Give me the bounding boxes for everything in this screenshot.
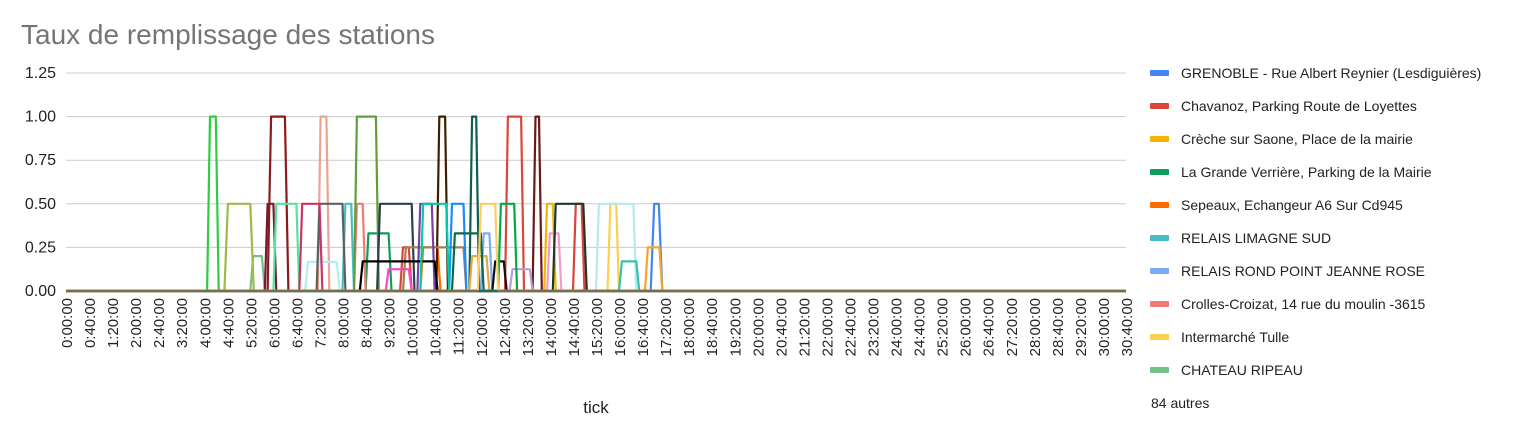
x-tick-label: 5:20:00 [243, 298, 260, 348]
x-tick-label: 0:40:00 [82, 298, 99, 348]
x-tick-label: 28:40:00 [1050, 298, 1067, 356]
legend-swatch [1150, 268, 1169, 274]
legend-label[interactable]: RELAIS LIMAGNE SUD [1181, 230, 1331, 246]
legend-more-label[interactable]: 84 autres [1151, 395, 1209, 411]
x-tick-label: 22:00:00 [819, 298, 836, 356]
legend-swatch [1150, 334, 1169, 340]
grid [66, 72, 1126, 248]
y-tick-label: 1.00 [25, 109, 56, 126]
x-tick-label: 11:20:00 [451, 298, 468, 355]
x-tick-label: 17:20:00 [658, 298, 675, 356]
legend[interactable]: GRENOBLE - Rue Albert Reynier (Lesdiguiè… [1150, 65, 1481, 411]
x-tick-label: 4:00:00 [197, 298, 214, 348]
legend-label[interactable]: Crolles-Croizat, 14 rue du moulin -3615 [1181, 296, 1426, 312]
x-tick-label: 8:00:00 [336, 298, 353, 348]
x-tick-label: 27:20:00 [1004, 298, 1021, 356]
chart-title: Taux de remplissage des stations [21, 19, 435, 50]
legend-label[interactable]: La Grande Verrière, Parking de la Mairie [1181, 164, 1432, 180]
x-tick-label: 26:00:00 [958, 298, 975, 356]
y-axis-ticks: 0.00 0.25 0.50 0.75 1.00 1.25 [25, 65, 56, 300]
x-tick-label: 24:40:00 [912, 298, 929, 356]
x-tick-label: 29:20:00 [1073, 298, 1090, 356]
x-tick-label: 20:00:00 [750, 298, 767, 356]
x-tick-label: 10:40:00 [428, 298, 445, 356]
x-tick-label: 4:40:00 [220, 298, 237, 348]
x-tick-label: 1:20:00 [105, 298, 122, 348]
y-tick-label: 0.25 [25, 239, 56, 256]
x-axis-ticks: 0:00:00 0:40:00 1:20:00 2:00:00 2:40:00 3:20:… [59, 298, 1136, 356]
y-tick-label: 0.50 [25, 196, 56, 213]
x-tick-label: 16:00:00 [612, 298, 629, 356]
legend-swatch [1150, 367, 1169, 373]
x-tick-label: 23:20:00 [866, 298, 883, 356]
x-tick-label: 18:40:00 [704, 298, 721, 356]
x-tick-label: 9:20:00 [382, 298, 399, 348]
x-tick-label: 14:00:00 [543, 298, 560, 356]
y-tick-label: 0.00 [25, 283, 56, 300]
x-tick-label: 2:00:00 [128, 298, 145, 348]
x-tick-label: 18:00:00 [681, 298, 698, 356]
y-tick-label: 0.75 [25, 152, 56, 169]
legend-label[interactable]: Sepeaux, Echangeur A6 Sur Cd945 [1181, 197, 1403, 213]
legend-label[interactable]: RELAIS ROND POINT JEANNE ROSE [1181, 263, 1425, 279]
x-tick-label: 30:40:00 [1119, 298, 1136, 356]
legend-label[interactable]: Chavanoz, Parking Route de Loyettes [1181, 98, 1417, 114]
x-tick-label: 8:40:00 [359, 298, 376, 348]
x-tick-label: 26:40:00 [981, 298, 998, 356]
x-tick-label: 15:20:00 [589, 298, 606, 356]
legend-label[interactable]: Intermarché Tulle [1181, 329, 1289, 345]
legend-swatch [1150, 301, 1169, 307]
x-tick-label: 30:00:00 [1096, 298, 1113, 356]
legend-swatch [1150, 235, 1169, 241]
legend-label[interactable]: CHATEAU RIPEAU [1181, 362, 1303, 378]
legend-label[interactable]: GRENOBLE - Rue Albert Reynier (Lesdiguiè… [1181, 65, 1481, 81]
x-tick-label: 7:20:00 [313, 298, 330, 348]
x-axis-label: tick [583, 398, 609, 417]
x-tick-label: 12:40:00 [497, 298, 514, 356]
legend-label[interactable]: Crèche sur Saone, Place de la mairie [1181, 131, 1413, 147]
legend-swatch [1150, 70, 1169, 76]
x-tick-label: 0:00:00 [59, 298, 76, 348]
x-tick-label: 19:20:00 [727, 298, 744, 356]
legend-swatch [1150, 136, 1169, 142]
x-tick-label: 6:40:00 [289, 298, 306, 348]
x-tick-label: 6:00:00 [266, 298, 283, 348]
x-tick-label: 10:00:00 [405, 298, 422, 356]
x-tick-label: 12:00:00 [474, 298, 491, 356]
x-tick-label: 20:40:00 [773, 298, 790, 356]
x-tick-label: 22:40:00 [843, 298, 860, 356]
x-tick-label: 2:40:00 [151, 298, 168, 348]
x-tick-label: 3:20:00 [174, 298, 191, 348]
legend-swatch [1150, 103, 1169, 109]
x-tick-label: 16:40:00 [635, 298, 652, 356]
x-tick-label: 21:20:00 [796, 298, 813, 356]
x-tick-label: 13:20:00 [520, 298, 537, 356]
y-tick-label: 1.25 [25, 65, 56, 82]
x-tick-label: 25:20:00 [935, 298, 952, 356]
x-tick-label: 14:40:00 [566, 298, 583, 356]
x-tick-label: 24:00:00 [889, 298, 906, 356]
x-tick-label: 28:00:00 [1027, 298, 1044, 356]
legend-swatch [1150, 202, 1169, 208]
legend-swatch [1150, 169, 1169, 175]
